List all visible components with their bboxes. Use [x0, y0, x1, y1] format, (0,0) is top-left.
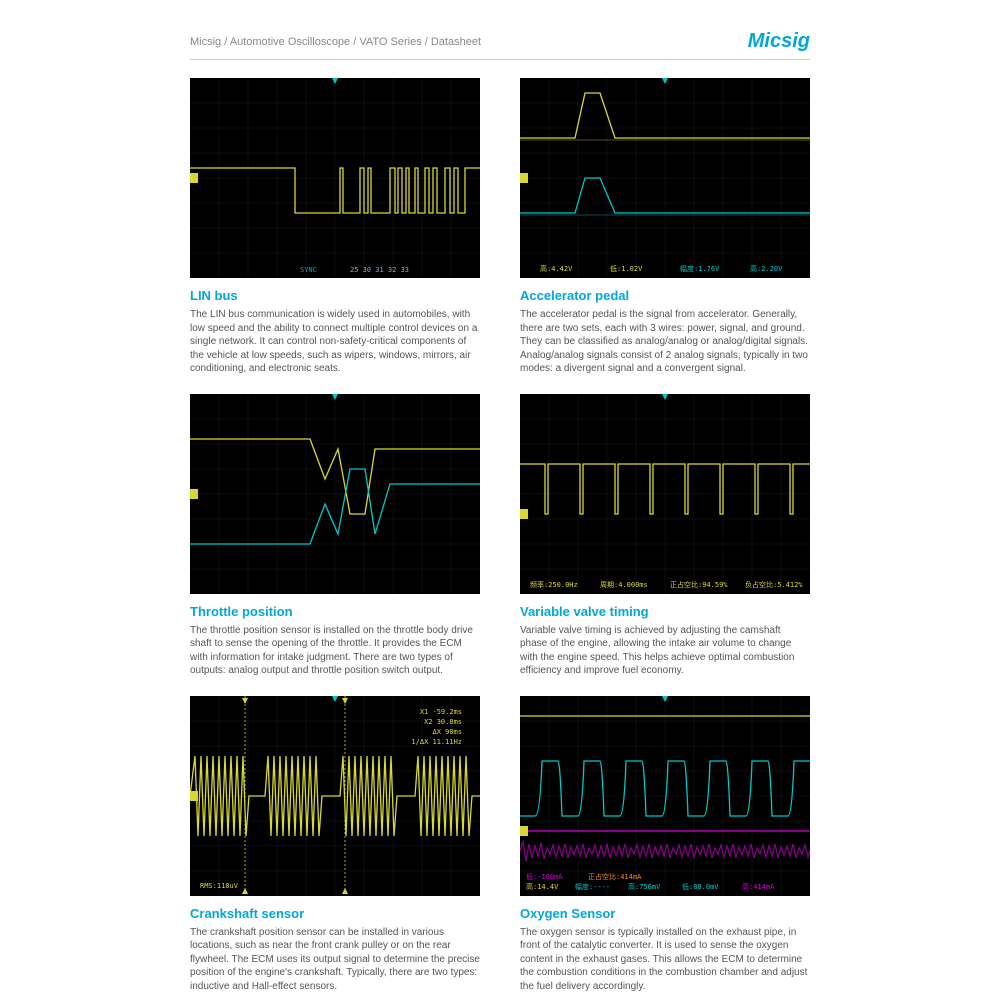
scope-readout: 高:14.4V [526, 882, 558, 892]
measurement-card: 频率:250.0Hz 周期:4.000ms 正占空比:94.59% 负占空比:5.41… [520, 394, 810, 678]
scope-readout: 周期:4.000ms [600, 580, 648, 590]
card-title: Variable valve timing [520, 604, 810, 619]
scope-readout: 1/ΔX 11.11Hz [411, 738, 462, 746]
breadcrumb: Micsig / Automotive Oscilloscope / VATO … [190, 36, 481, 48]
scope-readout: 幅度:---- [575, 882, 610, 892]
measurement-card: Throttle position The throttle position … [190, 394, 480, 678]
scope-readout: RMS:118uV [200, 882, 238, 890]
oscilloscope-screenshot: 高:4.42V 低:1.02V 幅度:1.76V 高:2.20V [520, 78, 810, 278]
measurement-card: X1 -59.2ms X2 30.8ms ΔX 90ms 1/ΔX 11.11Hz RM… [190, 696, 480, 994]
scope-readout: ΔX 90ms [432, 728, 462, 736]
measurement-card: SYNC 25 30 31 32 33 LIN bus The LIN bus c… [190, 78, 480, 376]
oscilloscope-screenshot [190, 394, 480, 594]
oscilloscope-screenshot: SYNC 25 30 31 32 33 [190, 78, 480, 278]
scope-readout: X1 -59.2ms [420, 708, 462, 716]
page-header: Micsig / Automotive Oscilloscope / VATO … [190, 30, 810, 60]
scope-readout: 频率:250.0Hz [530, 580, 578, 590]
scope-readout: SYNC [300, 266, 317, 274]
scope-readout: X2 30.8ms [424, 718, 462, 726]
scope-readout: 低:88.0mV [682, 882, 719, 892]
oscilloscope-screenshot: X1 -59.2ms X2 30.8ms ΔX 90ms 1/ΔX 11.11Hz RM… [190, 696, 480, 896]
scope-readout: 25 30 31 32 33 [350, 266, 409, 274]
scope-readout: 低:-100mA [526, 872, 563, 882]
card-description: The crankshaft position sensor can be in… [190, 926, 480, 994]
scope-readout: 低:1.02V [610, 264, 642, 274]
oscilloscope-screenshot: 高:14.4V 幅度:---- 高:756mV 低:88.0mV 高:414mA 低:-1… [520, 696, 810, 896]
card-title: Throttle position [190, 604, 480, 619]
card-description: The accelerator pedal is the signal from… [520, 308, 810, 376]
scope-readout: 高:414mA [742, 882, 774, 892]
brand-logo: Micsig [748, 30, 810, 53]
scope-readout: 高:4.42V [540, 264, 572, 274]
card-title: Accelerator pedal [520, 288, 810, 303]
card-title: Crankshaft sensor [190, 906, 480, 921]
scope-readout: 幅度:1.76V [680, 264, 719, 274]
measurement-card: 高:14.4V 幅度:---- 高:756mV 低:88.0mV 高:414mA 低:-1… [520, 696, 810, 994]
oscilloscope-screenshot: 频率:250.0Hz 周期:4.000ms 正占空比:94.59% 负占空比:5.41… [520, 394, 810, 594]
card-grid: SYNC 25 30 31 32 33 LIN bus The LIN bus c… [190, 78, 810, 993]
scope-readout: 高:2.20V [750, 264, 782, 274]
card-description: The oxygen sensor is typically installed… [520, 926, 810, 994]
scope-readout: 正占空比:94.59% [670, 580, 728, 590]
scope-readout: 正占空比:414mA [588, 872, 641, 882]
scope-readout: 高:756mV [628, 882, 660, 892]
measurement-card: 高:4.42V 低:1.02V 幅度:1.76V 高:2.20V Accelerato… [520, 78, 810, 376]
card-title: Oxygen Sensor [520, 906, 810, 921]
card-title: LIN bus [190, 288, 480, 303]
card-description: Variable valve timing is achieved by adj… [520, 624, 810, 678]
card-description: The throttle position sensor is installe… [190, 624, 480, 678]
scope-readout: 负占空比:5.412% [745, 580, 803, 590]
card-description: The LIN bus communication is widely used… [190, 308, 480, 376]
